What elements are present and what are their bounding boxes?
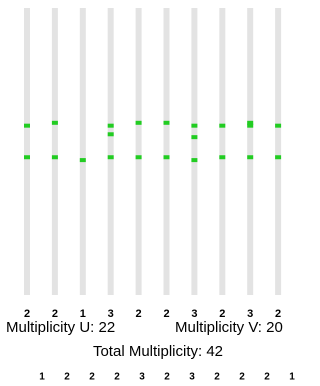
column-multiplicity: 2: [52, 308, 58, 320]
knot-mark: [108, 155, 114, 159]
knot-mark: [275, 124, 281, 128]
knot-mark: [108, 132, 114, 136]
knot-track: [108, 8, 114, 295]
knot-track: [24, 8, 30, 295]
bottom-number: 3: [139, 372, 145, 383]
column-multiplicity: 3: [247, 308, 253, 320]
column-multiplicity: 3: [191, 308, 197, 320]
knot-mark: [52, 155, 58, 159]
knot-mark: [247, 155, 253, 159]
column-multiplicity: 2: [163, 308, 169, 320]
knot-mark: [108, 124, 114, 128]
knot-mark: [191, 135, 197, 139]
knot-mark: [275, 155, 281, 159]
bottom-number: 2: [214, 372, 220, 383]
knot-track: [136, 8, 142, 295]
knot-mark: [24, 124, 30, 128]
u-label: Multiplicity U:: [6, 319, 94, 336]
column-multiplicity: 2: [275, 308, 281, 320]
column-multiplicity: 2: [136, 308, 142, 320]
v-value: 20: [266, 319, 283, 336]
bottom-number: 1: [39, 372, 45, 383]
total-label: Total Multiplicity:: [93, 343, 202, 360]
knot-track: [247, 8, 253, 295]
knot-track: [52, 8, 58, 295]
bottom-number: 2: [89, 372, 95, 383]
knot-mark: [219, 124, 225, 128]
knot-track: [275, 8, 281, 295]
bottom-number: 2: [239, 372, 245, 383]
total-multiplicity: Total Multiplicity: 42: [93, 343, 223, 360]
bottom-number: 3: [189, 372, 195, 383]
bottom-number: 2: [64, 372, 70, 383]
bottom-number: 1: [289, 372, 295, 383]
multiplicity-v: Multiplicity V: 20: [175, 319, 283, 336]
column-multiplicity: 2: [219, 308, 225, 320]
knot-view: Multiplicity U: 22 Multiplicity V: 20 To…: [0, 0, 317, 386]
knot-mark: [219, 155, 225, 159]
knot-mark: [24, 155, 30, 159]
knot-mark: [52, 121, 58, 125]
v-label: Multiplicity V:: [175, 319, 262, 336]
column-multiplicity: 3: [108, 308, 114, 320]
column-multiplicity: 1: [80, 308, 86, 320]
bottom-number: 2: [114, 372, 120, 383]
bottom-number: 2: [264, 372, 270, 383]
knot-mark: [136, 121, 142, 125]
knot-mark: [136, 155, 142, 159]
total-value: 42: [206, 343, 223, 360]
multiplicity-u: Multiplicity U: 22: [6, 319, 115, 336]
knot-mark: [164, 121, 170, 125]
knot-track: [164, 8, 170, 295]
knot-track: [191, 8, 197, 295]
knot-mark: [164, 155, 170, 159]
knot-mark: [191, 124, 197, 128]
bottom-number: 2: [164, 372, 170, 383]
knot-mark: [247, 124, 253, 128]
knot-track: [219, 8, 225, 295]
knot-mark: [80, 158, 86, 162]
column-multiplicity: 2: [24, 308, 30, 320]
knot-track: [80, 8, 86, 295]
u-value: 22: [99, 319, 116, 336]
knot-mark: [191, 158, 197, 162]
